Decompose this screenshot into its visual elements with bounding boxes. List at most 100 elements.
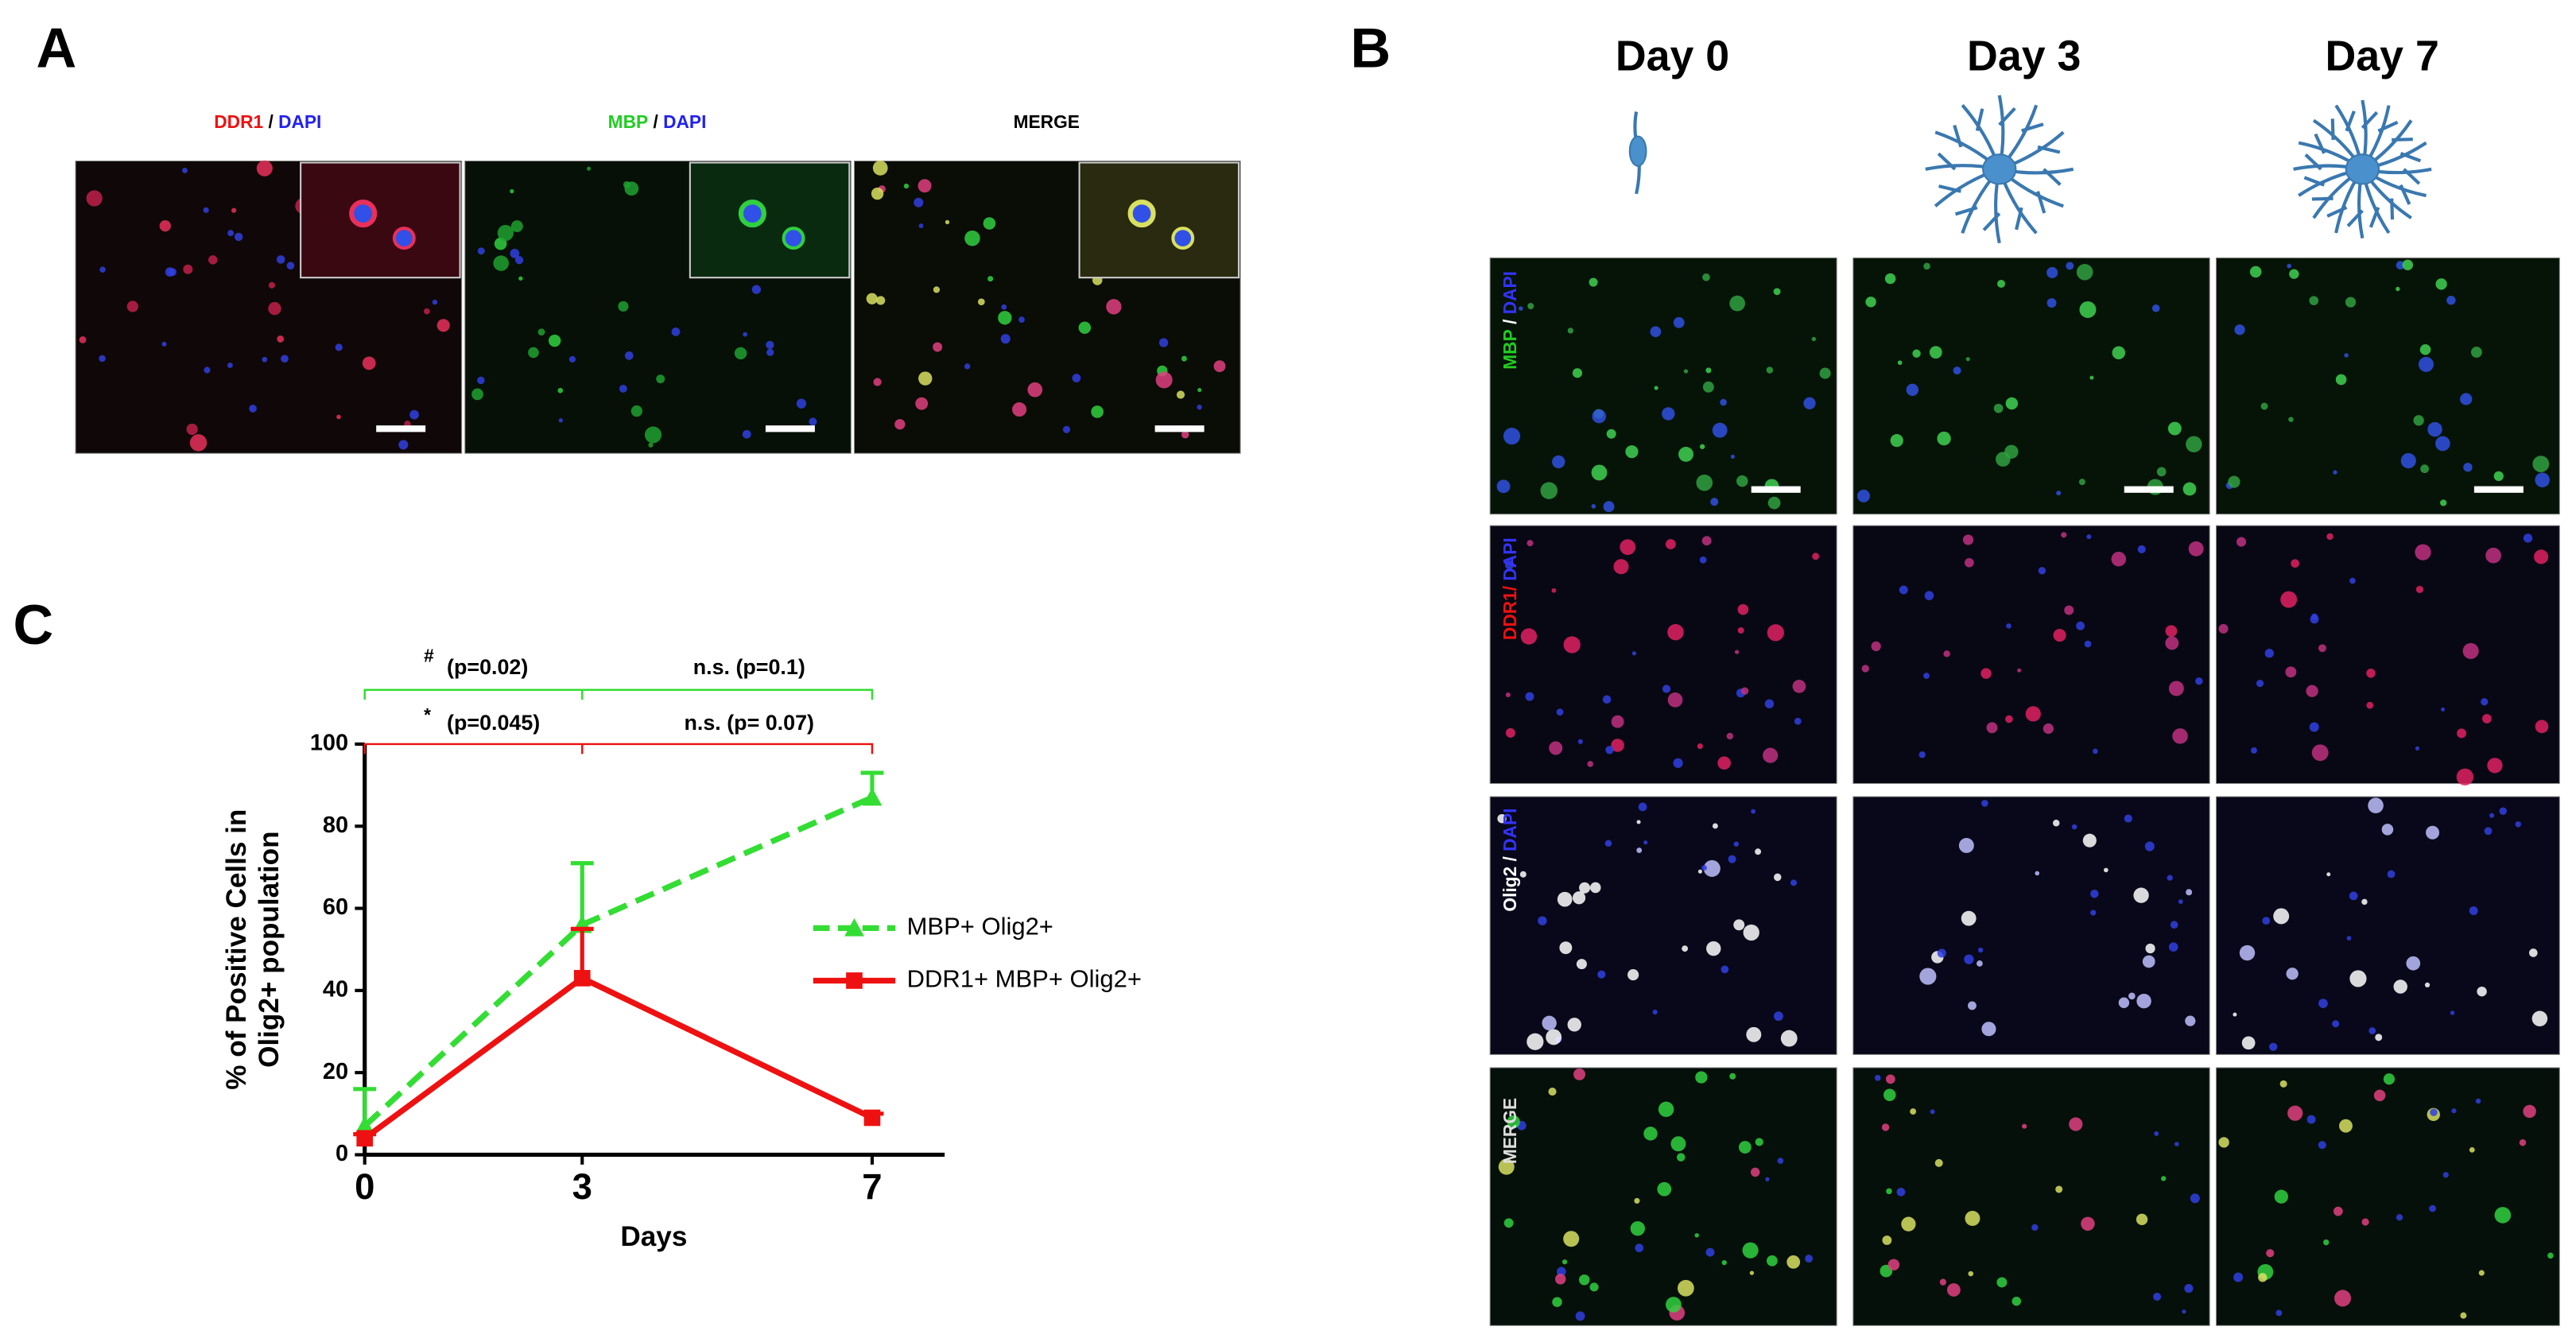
cell — [1774, 1011, 1783, 1022]
cell — [2186, 889, 2193, 896]
cell — [1611, 739, 1624, 752]
cell — [2435, 278, 2447, 290]
cell — [873, 378, 882, 386]
cell — [2031, 1224, 2039, 1231]
cell — [256, 160, 273, 176]
cell — [2186, 436, 2202, 452]
cell — [558, 418, 564, 423]
cell — [1699, 444, 1705, 449]
cell — [2349, 891, 2358, 901]
y-axis-label: Olig2+ population — [254, 831, 285, 1067]
cell — [1634, 1197, 1640, 1204]
cell — [2236, 537, 2247, 547]
cell — [1910, 1108, 1917, 1115]
row-label: DDR1/ DAPI — [1499, 537, 1520, 640]
cell — [1996, 1277, 2008, 1288]
cell — [392, 227, 416, 250]
cell — [2531, 1010, 2548, 1027]
row-label: MBP / DAPI — [1499, 271, 1520, 370]
cell — [1525, 692, 1534, 701]
cell — [1552, 455, 1565, 469]
cell — [2274, 1189, 2288, 1204]
cell — [1923, 673, 1930, 679]
cell — [362, 356, 376, 370]
cell — [2144, 841, 2155, 851]
cell — [2218, 1137, 2229, 1148]
cell — [493, 255, 509, 271]
cell — [1072, 374, 1081, 382]
cell — [2262, 917, 2271, 925]
cell — [2052, 820, 2060, 827]
cell — [1577, 739, 1583, 744]
cell — [2082, 833, 2097, 847]
cell — [1572, 891, 1586, 905]
x-axis-label: Days — [620, 1221, 687, 1252]
cell — [2441, 707, 2446, 712]
cell — [630, 405, 642, 417]
cell — [1930, 1109, 1935, 1115]
cell — [1505, 727, 1515, 738]
cell — [2475, 1098, 2481, 1104]
cell — [1946, 1283, 1961, 1297]
annotation: # — [424, 645, 434, 665]
cell — [537, 328, 545, 336]
cell — [1589, 1282, 1599, 1292]
cell — [2366, 669, 2376, 678]
cell — [1996, 452, 2011, 467]
cell — [1875, 1075, 1881, 1081]
cell — [1705, 1247, 1715, 1257]
row-label-part: DDR1/ — [1499, 585, 1520, 640]
cell — [1865, 297, 1876, 308]
micrograph — [1852, 525, 2210, 785]
cell — [2124, 814, 2132, 823]
annotation: n.s. (p=0.1) — [693, 655, 805, 679]
legend-marker — [846, 972, 863, 989]
cell — [1819, 367, 1831, 379]
cell — [1197, 404, 1202, 410]
cell — [1658, 1101, 1674, 1118]
cell — [1884, 273, 1896, 285]
panel-label: C — [14, 593, 54, 656]
cell — [1726, 732, 1734, 740]
cell — [1890, 433, 1903, 448]
cell — [977, 298, 985, 306]
cell — [2249, 266, 2262, 278]
legend-marker — [844, 917, 864, 937]
cell — [1882, 1235, 1892, 1245]
cell — [2515, 821, 2521, 828]
cell — [1567, 1018, 1581, 1032]
cell — [1576, 959, 1587, 970]
cell — [2288, 417, 2294, 422]
x-tick-label: 3 — [572, 1166, 592, 1207]
cell — [1591, 504, 1596, 509]
cell — [1673, 316, 1685, 328]
cell — [1678, 446, 1693, 462]
cell — [2415, 585, 2424, 594]
cell — [1578, 1274, 1590, 1286]
cell — [1737, 603, 1749, 615]
cell — [2137, 545, 2146, 553]
row-label: MERGE — [1499, 1098, 1520, 1164]
cell — [2269, 1042, 2278, 1051]
cell — [1856, 489, 1870, 502]
channel-title: DDR1 / DAPI — [214, 111, 321, 132]
cell — [871, 187, 884, 200]
row-label-part: DAPI — [1499, 537, 1520, 580]
cell — [1986, 722, 1998, 734]
cell — [644, 426, 662, 444]
cell — [2178, 899, 2183, 904]
cell — [2460, 393, 2473, 405]
cell — [1886, 1188, 1892, 1195]
cell — [249, 405, 257, 413]
cell — [918, 223, 924, 228]
cell — [2373, 1089, 2386, 1102]
cell — [2309, 296, 2319, 305]
cell — [1735, 650, 1740, 654]
cell — [1919, 968, 1937, 985]
cell — [2258, 1273, 2268, 1282]
cell — [1962, 534, 1974, 545]
cell — [2322, 1239, 2330, 1246]
cell — [1777, 1158, 1784, 1164]
y-tick-label: 60 — [323, 894, 348, 920]
